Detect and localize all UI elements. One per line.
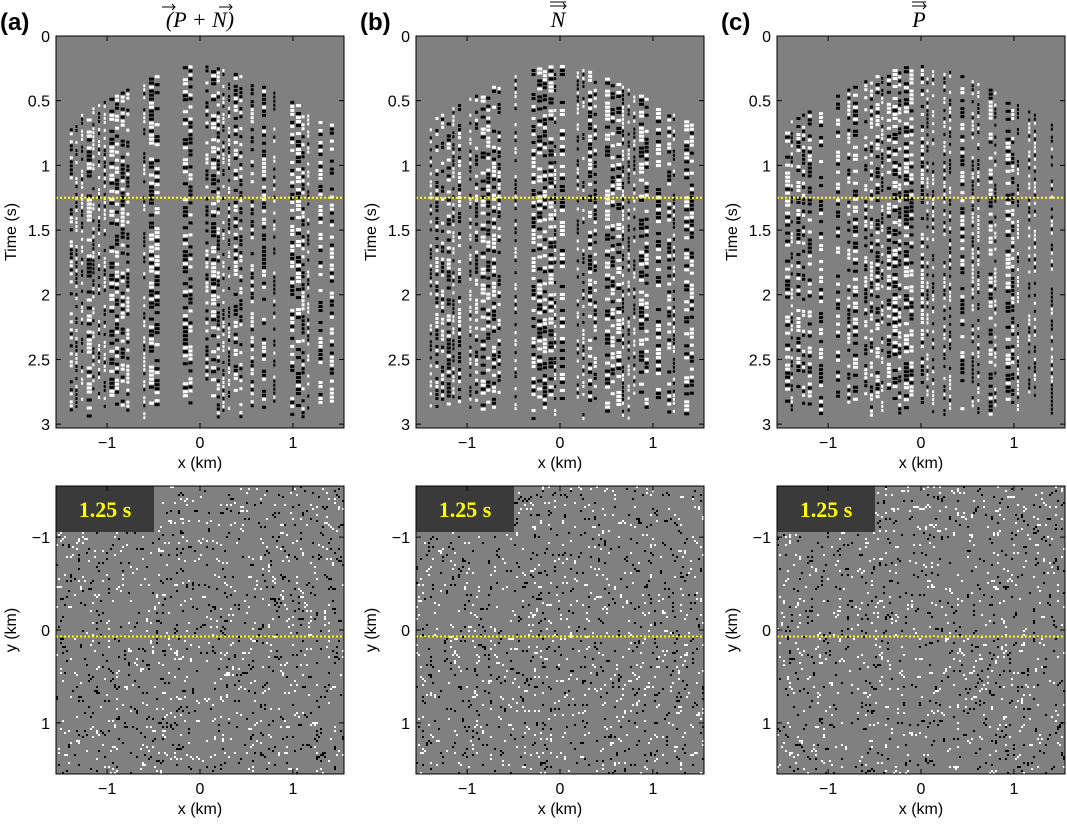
y-axis-label: y (km) [724, 608, 741, 652]
y-tick-label: 3 [41, 417, 50, 434]
x-tick-label: 0 [196, 435, 205, 452]
chart-bottom-1: 1.25 s −1 0 1 −1 0 1 x (km) y (km) [363, 486, 704, 818]
x-tick-label: 1 [288, 781, 297, 798]
y-tick-label: 0 [401, 29, 410, 46]
panel-title-a-text: (P + N) [166, 7, 234, 32]
x-axis-label: x (km) [178, 801, 222, 818]
panel-letter-c: (c) [721, 9, 750, 36]
chart-bottom-2: 1.25 s −1 0 1 −1 0 1 x (km) y (km) [724, 486, 1065, 818]
x-tick-label: −1 [98, 435, 116, 452]
y-tick-label: 1 [41, 716, 50, 733]
panel-title-b-text: N [550, 7, 567, 32]
x-tick-label: 1 [1009, 781, 1018, 798]
x-axis-label: x (km) [899, 455, 943, 472]
chart-top-0: −1 0 1 0 0.5 1 1.5 2 2.5 3 x (km) Time (s) [3, 29, 344, 472]
panel-title-c-text: P [911, 7, 925, 32]
y-axis-label: y (km) [363, 608, 380, 652]
y-tick-label: 1 [401, 158, 410, 175]
chart-top-2: −1 0 1 0 0.5 1 1.5 2 2.5 3 x (km) Time (s) [724, 29, 1065, 472]
y-tick-label: 2.5 [388, 352, 410, 369]
x-tick-label: 1 [288, 435, 297, 452]
y-tick-label: 2.5 [749, 352, 771, 369]
y-tick-label: 1.5 [749, 223, 771, 240]
y-tick-label: 1 [762, 158, 771, 175]
y-tick-label: 0.5 [28, 94, 50, 111]
y-tick-label: 3 [401, 417, 410, 434]
y-tick-label: 1 [762, 716, 771, 733]
y-tick-label: 0 [401, 623, 410, 640]
x-tick-label: 0 [556, 781, 565, 798]
y-tick-label: 2 [401, 288, 410, 305]
y-tick-label: 0 [762, 623, 771, 640]
panel-title-c: P [911, 2, 926, 32]
y-tick-label: −1 [753, 530, 771, 547]
y-tick-label: −1 [32, 530, 50, 547]
y-tick-label: −1 [392, 530, 410, 547]
x-axis-label: x (km) [178, 455, 222, 472]
annotation-label: 1.25 s [439, 497, 492, 522]
y-tick-label: 2.5 [28, 352, 50, 369]
annotation-label: 1.25 s [79, 497, 132, 522]
x-tick-label: 0 [196, 781, 205, 798]
x-tick-label: 1 [648, 781, 657, 798]
y-tick-label: 0 [762, 29, 771, 46]
y-axis-label: Time (s) [724, 203, 741, 261]
y-tick-label: 1 [401, 716, 410, 733]
x-tick-label: −1 [458, 435, 476, 452]
x-axis-label: x (km) [538, 455, 582, 472]
x-tick-label: 0 [917, 781, 926, 798]
y-axis-label: Time (s) [3, 203, 20, 261]
panel-title-a: (P + N) [162, 4, 234, 32]
x-axis-label: x (km) [538, 801, 582, 818]
x-tick-label: −1 [819, 435, 837, 452]
y-tick-label: 2 [762, 288, 771, 305]
panel-letter-a: (a) [0, 9, 29, 36]
panel-title-b: N [550, 2, 567, 32]
y-tick-label: 0 [41, 29, 50, 46]
y-tick-label: 0.5 [388, 94, 410, 111]
x-tick-label: −1 [98, 781, 116, 798]
y-tick-label: 1.5 [388, 223, 410, 240]
x-tick-label: 0 [556, 435, 565, 452]
y-axis-label: y (km) [3, 608, 20, 652]
x-tick-label: −1 [458, 781, 476, 798]
x-tick-label: −1 [819, 781, 837, 798]
y-tick-label: 1.5 [28, 223, 50, 240]
y-axis-label: Time (s) [363, 203, 380, 261]
chart-bottom-0: 1.25 s −1 0 1 −1 0 1 x (km) y (km) [3, 486, 344, 818]
x-tick-label: 0 [917, 435, 926, 452]
x-tick-label: 1 [648, 435, 657, 452]
x-axis-label: x (km) [899, 801, 943, 818]
panel-letter-b: (b) [360, 9, 391, 36]
y-tick-label: 1 [41, 158, 50, 175]
x-tick-label: 1 [1009, 435, 1018, 452]
y-tick-label: 3 [762, 417, 771, 434]
y-tick-label: 0 [41, 623, 50, 640]
y-tick-label: 2 [41, 288, 50, 305]
annotation-label: 1.25 s [800, 497, 853, 522]
y-tick-label: 0.5 [749, 94, 771, 111]
charts: −1 0 1 0 0.5 1 1.5 2 2.5 3 x (km) Time (s) −1 0 1 0 0.5 1… [3, 29, 1065, 818]
chart-top-1: −1 0 1 0 0.5 1 1.5 2 2.5 3 x (km) Time (s) [363, 29, 704, 472]
